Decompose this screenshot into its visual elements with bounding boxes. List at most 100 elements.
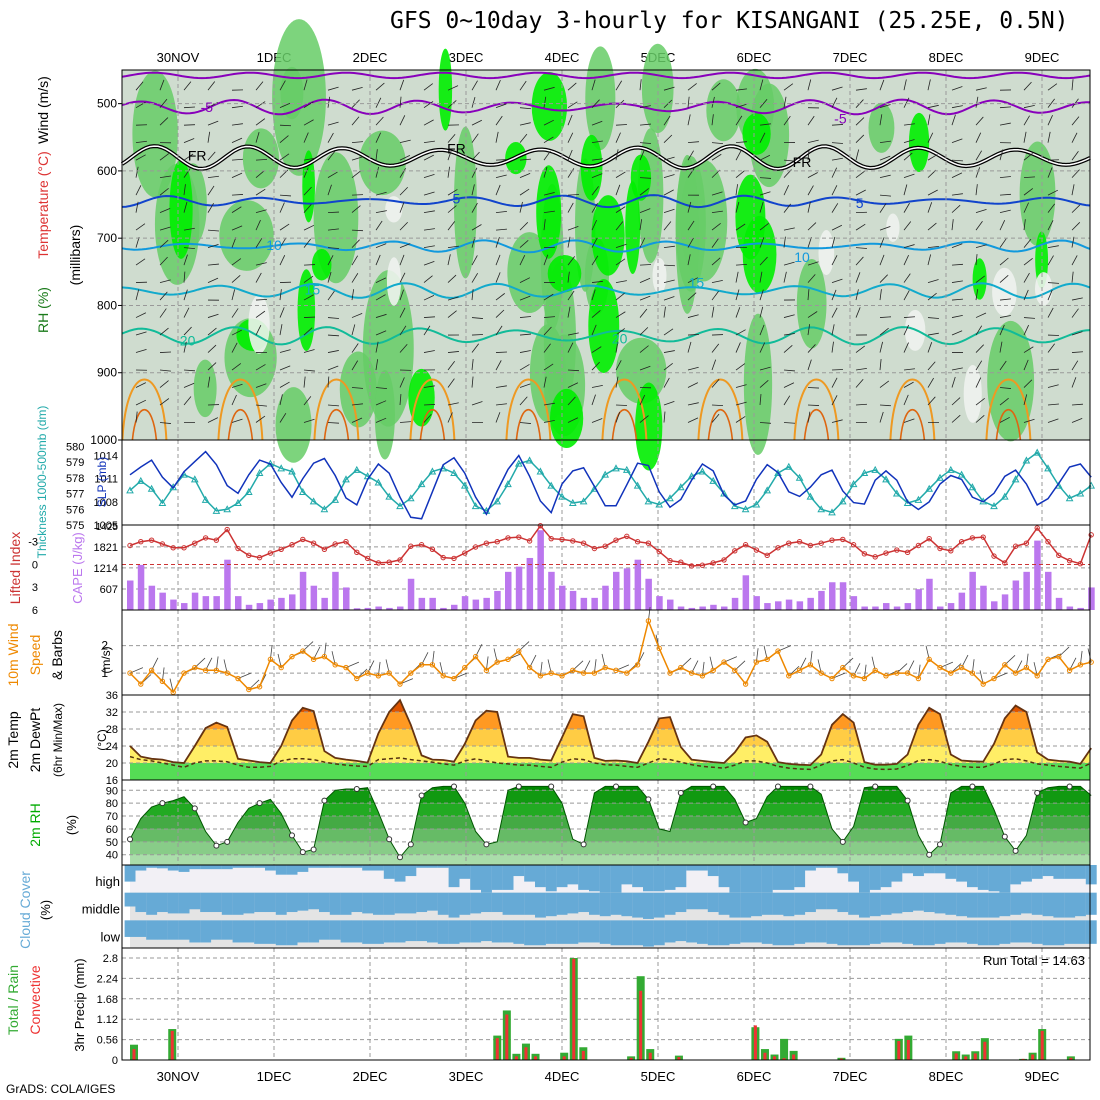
wind-barb <box>927 317 939 319</box>
wind-barb <box>279 254 286 266</box>
cloud-bar <box>1031 920 1043 944</box>
cloud-bar <box>772 920 784 946</box>
thickness-tick-label: 577 <box>66 489 84 501</box>
wind-speed-point <box>570 667 576 674</box>
wind-barb <box>711 238 719 248</box>
contour-label: 15 <box>689 275 705 291</box>
wind-barb <box>711 153 722 161</box>
cloud-bar <box>945 865 957 879</box>
rh-region <box>549 388 584 449</box>
wind-barb <box>759 306 764 318</box>
wind-barb <box>327 317 339 319</box>
wind-barb <box>423 140 435 144</box>
wind-barb <box>879 140 891 144</box>
cloud-bar <box>945 920 957 943</box>
contour-label: 5 <box>856 195 864 211</box>
wind-barb <box>207 417 219 423</box>
wind-speed-point <box>386 670 392 676</box>
wind-barb <box>519 396 528 406</box>
wind-barb <box>735 115 743 126</box>
cape-bar <box>785 599 793 610</box>
wind-barb <box>447 274 457 283</box>
cloud-bar <box>308 892 320 910</box>
cloud-bar <box>891 892 903 914</box>
rh-band <box>130 790 1090 804</box>
cloud-bar <box>632 920 644 946</box>
rh-region <box>362 270 414 427</box>
cloud-bar <box>578 920 590 943</box>
wind-barb <box>903 368 915 371</box>
wind-barb <box>927 114 931 126</box>
cape-bar <box>321 597 328 610</box>
cloud-bar <box>837 865 849 874</box>
wind-barb <box>567 194 580 196</box>
wind-barb <box>807 411 811 423</box>
wind-speed-point <box>127 670 133 676</box>
wind-barb <box>903 316 915 318</box>
wind-barb <box>423 294 435 301</box>
lifted-index-point <box>289 542 295 548</box>
wind-barb <box>183 247 195 250</box>
wind-barb <box>183 307 190 318</box>
wind-barb <box>639 142 651 144</box>
wind-barb <box>639 394 646 406</box>
wind-barb <box>471 289 474 301</box>
cloud-bar <box>859 892 870 918</box>
wind-barb <box>375 387 387 389</box>
wind-barb <box>135 258 146 266</box>
wind-barb <box>231 225 243 231</box>
precip-convective-bar <box>1031 1054 1035 1060</box>
cape-bar <box>159 592 166 610</box>
cape-bar <box>980 585 987 610</box>
rh-point <box>451 783 457 790</box>
cape-bar <box>483 597 490 610</box>
wind-barb <box>567 290 575 301</box>
dewpoint-line <box>129 755 1092 771</box>
wind-barb <box>255 158 268 161</box>
cloud-bar <box>1031 865 1043 879</box>
wind-barb <box>255 415 266 423</box>
cape-bar <box>299 571 307 610</box>
wind-barb <box>759 201 764 213</box>
wind-barb <box>399 202 405 213</box>
cloud-bar <box>211 920 222 940</box>
wind-barb <box>975 377 982 388</box>
wind-barb <box>663 400 675 406</box>
date-label-bottom: 5DEC <box>641 1069 676 1084</box>
wind-barb <box>735 363 746 371</box>
wind-barb <box>423 210 435 214</box>
wind-barb <box>519 333 531 336</box>
wind-barb <box>495 103 507 109</box>
rh-point <box>1012 847 1019 854</box>
wind-speed-point <box>980 681 986 687</box>
wind-barb <box>783 314 795 318</box>
cloud-bar <box>751 920 762 943</box>
wind-barb <box>399 115 406 126</box>
wind-barb <box>159 380 169 388</box>
wind-barb <box>711 210 723 214</box>
wind-barb <box>783 333 795 336</box>
date-label-bottom: 6DEC <box>737 1069 772 1084</box>
wind-barb <box>135 312 147 318</box>
cloud-bar <box>967 892 978 918</box>
wind-barb <box>183 341 187 353</box>
cloud-bar <box>383 865 395 879</box>
cloud-bar <box>502 865 514 890</box>
wind-barb <box>567 271 570 283</box>
pressure-tick-label: 900 <box>97 366 117 380</box>
wind-barb <box>663 115 671 126</box>
wind-barb <box>207 327 217 336</box>
cloud-bar <box>427 865 438 868</box>
wind-barb <box>639 188 649 196</box>
wind-barb <box>879 359 882 371</box>
wind-barb <box>903 342 909 353</box>
precip-convective-bar <box>170 1030 174 1060</box>
temp-axis-label-1: 2m Temp <box>5 711 21 769</box>
thickness-point <box>342 475 350 483</box>
cape-bar <box>731 597 739 610</box>
cloud-bar <box>1085 920 1097 944</box>
wind-barb <box>279 289 282 301</box>
wind-barb <box>1071 297 1083 301</box>
wind-barb <box>759 256 768 266</box>
lifted-index-point <box>138 538 144 545</box>
